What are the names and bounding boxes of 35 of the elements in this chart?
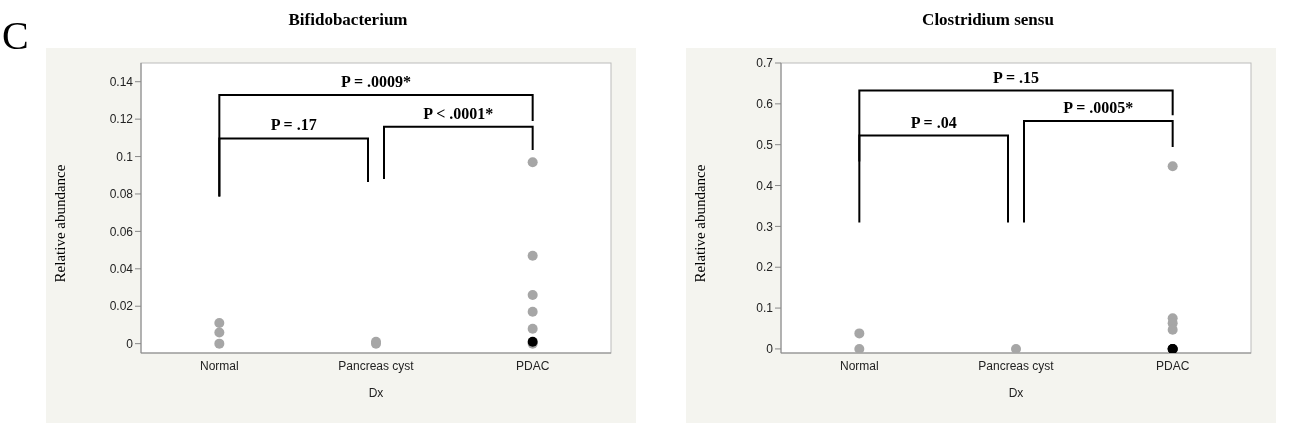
y-tick-label: 0.02 [109, 299, 134, 314]
y-tick-label: 0.7 [756, 56, 774, 71]
y-tick-label: 0 [126, 336, 134, 351]
annotation: P = .0005* [1063, 99, 1134, 116]
x-tick-label: Pancreas cyst [338, 358, 415, 373]
x-tick-label: Normal [200, 358, 239, 373]
y-tick-label: 0.12 [109, 112, 134, 127]
annotation: P = .04 [910, 113, 957, 131]
annotation: P = .0009* [340, 72, 412, 90]
text: C [2, 12, 29, 59]
chart-title: Bifidobacterium [287, 10, 409, 30]
annotation: P < .0001* [423, 104, 494, 122]
chart-title: Clostridium sensu [921, 10, 1055, 30]
y-tick-label: 0.1 [116, 149, 134, 164]
y-tick-label: 0.06 [109, 224, 134, 239]
annotation: P = .17 [270, 116, 317, 134]
x-tick-label: Normal [840, 358, 879, 373]
y-tick-label: 0.1 [756, 301, 774, 316]
y-axis-title: Relative abundance [692, 164, 710, 282]
y-tick-label: 0 [766, 342, 774, 357]
y-axis-title: Relative abundance [52, 164, 70, 282]
x-tick-label: PDAC [1155, 358, 1190, 373]
y-tick-label: 0.5 [756, 137, 774, 152]
y-tick-label: 0.2 [756, 260, 774, 275]
x-axis-title: Dx [1008, 386, 1024, 400]
y-tick-label: 0.04 [109, 262, 134, 277]
y-tick-label: 0.14 [109, 74, 134, 89]
y-tick-label: 0.3 [756, 219, 774, 234]
annotation: P = .15 [992, 68, 1040, 86]
x-tick-label: Pancreas cyst [978, 358, 1055, 373]
x-axis-title: Dx [368, 386, 384, 400]
y-tick-label: 0.4 [756, 178, 774, 193]
x-tick-label: PDAC [515, 358, 550, 373]
y-tick-label: 0.6 [756, 97, 774, 112]
y-tick-label: 0.08 [109, 187, 134, 202]
